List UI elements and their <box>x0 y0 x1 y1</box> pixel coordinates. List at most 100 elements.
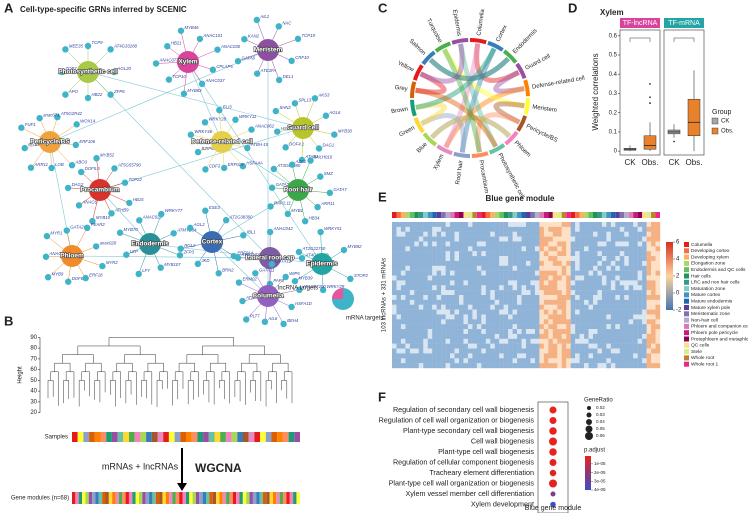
target-node <box>282 144 289 151</box>
legend-label: Elongation zone <box>691 261 726 267</box>
module-cell <box>273 492 277 504</box>
target-node <box>295 248 303 256</box>
heat-texture <box>637 299 643 305</box>
target-node <box>194 148 202 156</box>
sample-cell <box>168 432 175 442</box>
heat-texture <box>570 241 576 247</box>
heat-texture <box>584 241 589 247</box>
heat-texture <box>467 275 473 281</box>
heat-texture <box>499 260 504 266</box>
heat-texture <box>427 280 433 286</box>
heat-texture <box>628 348 634 354</box>
heat-texture <box>508 324 513 330</box>
heat-texture <box>633 348 638 354</box>
heat-texture <box>566 251 571 257</box>
hub-node <box>139 233 161 255</box>
heat-texture <box>570 231 576 237</box>
heat-texture <box>646 265 652 271</box>
heat-texture <box>400 358 406 364</box>
chord-label: Cortex <box>496 24 509 43</box>
hub-node <box>61 245 83 267</box>
heat-texture <box>436 324 442 330</box>
heat-texture <box>521 275 527 281</box>
heat-texture <box>445 241 451 247</box>
heat-texture <box>396 314 402 320</box>
heat-texture <box>539 329 545 335</box>
heat-texture <box>619 226 625 232</box>
col-annot <box>610 212 616 218</box>
col-annot <box>579 212 585 218</box>
sample-cell <box>243 432 249 442</box>
heat-texture <box>396 270 402 276</box>
heat-texture <box>539 363 545 369</box>
heat-texture <box>548 299 553 305</box>
heat-texture <box>651 333 656 339</box>
heat-texture <box>642 338 647 344</box>
heat-texture <box>552 290 558 296</box>
heat-texture <box>418 348 424 354</box>
heat-texture <box>557 236 562 242</box>
heat-texture <box>450 314 455 320</box>
heat-texture <box>597 251 603 257</box>
heat-texture <box>526 275 531 281</box>
target-node <box>202 166 209 173</box>
target-node <box>186 224 194 232</box>
heat-texture <box>503 231 509 237</box>
heat-texture <box>454 231 460 237</box>
heat-texture <box>450 275 455 281</box>
heat-texture <box>588 236 594 242</box>
heat-texture <box>517 319 522 325</box>
heat-texture <box>503 280 509 286</box>
heat-texture <box>543 363 549 369</box>
heat-texture <box>476 338 482 344</box>
sample-cell <box>208 432 215 442</box>
heat-texture <box>512 260 518 266</box>
heat-texture <box>494 241 500 247</box>
legend-label: Mature xylem pole <box>691 305 731 311</box>
heat-texture <box>646 358 652 364</box>
target-label: MYB46 <box>184 25 199 30</box>
heat-texture <box>624 260 629 266</box>
heat-texture <box>485 363 491 369</box>
hub-node <box>292 117 314 139</box>
target-node <box>275 23 283 30</box>
heat-texture <box>588 290 594 296</box>
heat-texture <box>463 304 469 310</box>
target-label: APO <box>68 89 79 94</box>
heat-texture <box>637 329 643 335</box>
heat-texture <box>450 251 455 257</box>
heat-texture <box>624 319 629 325</box>
heat-texture <box>436 338 442 344</box>
heat-texture <box>552 319 558 325</box>
heat-texture <box>459 319 464 325</box>
heat-texture <box>418 299 424 305</box>
heat-texture <box>606 280 612 286</box>
target-node <box>62 91 69 98</box>
target-label: AGL20 <box>117 66 132 71</box>
heat-texture <box>575 275 580 281</box>
heat-texture <box>476 309 482 315</box>
heat-texture <box>472 324 478 330</box>
heat-texture <box>490 324 495 330</box>
heat-texture <box>534 275 540 281</box>
heat-texture <box>392 343 397 349</box>
heat-texture <box>459 226 464 232</box>
heat-texture <box>539 256 545 262</box>
heat-texture <box>476 290 482 296</box>
heat-texture <box>476 343 482 349</box>
module-cell <box>142 492 146 504</box>
heat-texture <box>651 343 656 349</box>
heat-texture <box>566 358 571 364</box>
heat-texture <box>597 314 603 320</box>
heat-texture <box>637 280 643 286</box>
heat-texture <box>503 241 509 247</box>
heat-texture <box>512 290 518 296</box>
heat-texture <box>624 348 629 354</box>
heat-texture <box>508 285 513 291</box>
target-label: ESE3 <box>209 205 221 210</box>
heat-texture <box>637 304 643 310</box>
sample-cell <box>271 432 278 442</box>
heat-texture <box>606 270 612 276</box>
heat-texture <box>445 329 451 335</box>
heat-texture <box>508 358 513 364</box>
